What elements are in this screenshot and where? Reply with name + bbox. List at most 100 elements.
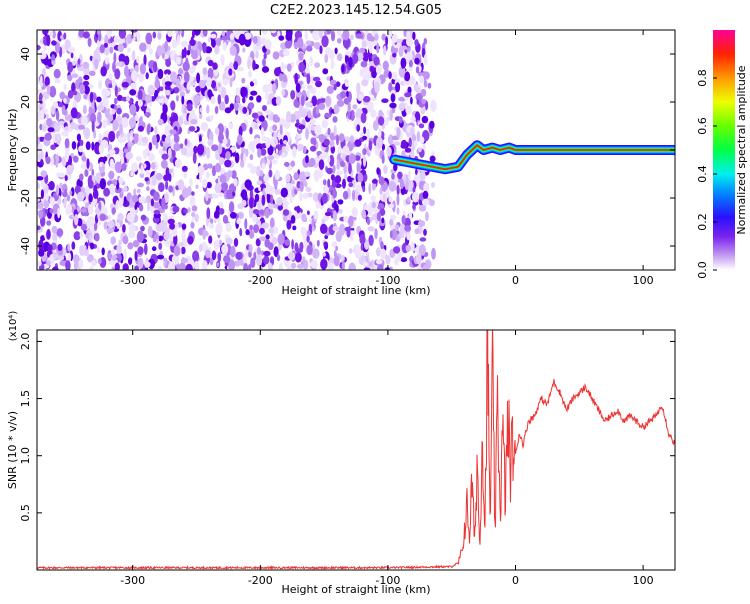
spectrogram-noise-blob bbox=[118, 30, 127, 39]
spectrogram-x-tick-label: -200 bbox=[248, 274, 273, 287]
spectrogram-noise-blob bbox=[369, 65, 375, 73]
spectrogram-noise-blob bbox=[421, 115, 429, 124]
spectrogram-noise-blob bbox=[235, 95, 241, 103]
spectrogram-noise-blob bbox=[389, 109, 393, 121]
spectrogram-noise-blob bbox=[45, 156, 51, 165]
spectrogram-noise-blob bbox=[157, 118, 164, 126]
spectrogram-noise-blob bbox=[255, 238, 261, 247]
spectrogram-noise-blob bbox=[289, 193, 293, 204]
spectrogram-noise-blob bbox=[282, 209, 290, 216]
spectrogram-noise-blob bbox=[38, 209, 44, 219]
spectrogram-noise-blob bbox=[72, 90, 78, 96]
spectrogram-noise-blob bbox=[299, 190, 303, 202]
spectrogram-noise-blob bbox=[191, 191, 195, 196]
spectrogram-noise-blob bbox=[191, 212, 196, 217]
spectrogram-noise-blob bbox=[225, 151, 231, 160]
spectrogram-noise-blob bbox=[381, 33, 387, 41]
spectrogram-noise-blob bbox=[85, 141, 91, 151]
spectrogram-noise-blob bbox=[152, 134, 157, 146]
spectrogram-noise-blob bbox=[74, 260, 78, 270]
spectrogram-noise-blob bbox=[116, 221, 121, 230]
spectrogram-noise-blob bbox=[171, 254, 180, 265]
spectrogram-noise-blob bbox=[87, 37, 92, 47]
spectrogram-noise-blob bbox=[58, 120, 65, 126]
spectrogram-noise-blob bbox=[421, 198, 430, 206]
spectrogram-noise-blob bbox=[37, 143, 43, 151]
spectrogram-noise-blob bbox=[375, 259, 383, 265]
spectrogram-noise-blob bbox=[208, 235, 213, 244]
spectrogram-noise-blob bbox=[431, 247, 436, 260]
spectrogram-noise-blob bbox=[362, 155, 367, 167]
spectrogram-noise-region bbox=[37, 30, 437, 270]
spectrogram-noise-blob bbox=[419, 136, 425, 144]
spectrogram-noise-blob bbox=[253, 251, 257, 261]
spectrogram-noise-blob bbox=[389, 214, 397, 221]
spectrogram-noise-blob bbox=[218, 143, 223, 155]
spectrogram-noise-blob bbox=[198, 134, 202, 143]
spectrogram-noise-blob bbox=[310, 75, 315, 85]
spectrogram-noise-blob bbox=[380, 248, 387, 260]
spectrogram-noise-blob bbox=[264, 207, 270, 219]
spectrogram-noise-blob bbox=[312, 192, 320, 202]
spectrogram-noise-blob bbox=[282, 73, 287, 83]
spectrogram-noise-blob bbox=[383, 165, 388, 174]
spectrogram-noise-blob bbox=[151, 162, 156, 170]
spectrogram-noise-blob bbox=[49, 208, 54, 214]
spectrogram-noise-blob bbox=[371, 201, 376, 209]
spectrogram-noise-blob bbox=[202, 178, 208, 189]
spectrogram-noise-blob bbox=[158, 182, 165, 193]
spectrogram-noise-blob bbox=[152, 31, 157, 39]
spectrogram-noise-blob bbox=[242, 96, 246, 104]
spectrogram-noise-blob bbox=[158, 86, 164, 92]
spectrogram-noise-blob bbox=[400, 45, 408, 50]
spectrogram-noise-blob bbox=[265, 137, 271, 149]
spectrogram-noise-blob bbox=[346, 228, 351, 238]
spectrogram-noise-blob bbox=[46, 84, 51, 95]
spectrogram-noise-blob bbox=[309, 56, 314, 67]
spectrogram-noise-blob bbox=[403, 173, 407, 185]
spectrogram-noise-blob bbox=[235, 87, 241, 96]
spectrogram-noise-blob bbox=[311, 226, 315, 232]
spectrogram-noise-blob bbox=[139, 172, 145, 178]
spectrogram-noise-blob bbox=[405, 105, 412, 115]
spectrogram-noise-blob bbox=[210, 96, 216, 105]
spectrogram-noise-blob bbox=[138, 196, 146, 204]
spectrogram-noise-blob bbox=[113, 35, 119, 44]
spectrogram-noise-blob bbox=[194, 260, 200, 270]
spectrogram-noise-blob bbox=[118, 37, 126, 45]
spectrogram-x-tick-label: 0 bbox=[512, 274, 519, 287]
spectrogram-noise-blob bbox=[369, 261, 373, 267]
spectrogram-noise-blob bbox=[90, 242, 95, 250]
spectrogram-noise-blob bbox=[364, 239, 370, 250]
spectrogram-noise-blob bbox=[251, 112, 259, 119]
spectrogram-noise-blob bbox=[129, 117, 136, 128]
spectrogram-noise-blob bbox=[196, 144, 204, 155]
spectrogram-noise-blob bbox=[381, 98, 389, 103]
spectrogram-noise-blob bbox=[300, 226, 307, 236]
spectrogram-noise-blob bbox=[182, 208, 189, 214]
spectrogram-noise-blob bbox=[267, 155, 275, 160]
spectrogram-noise-blob bbox=[300, 108, 308, 118]
spectrogram-noise-blob bbox=[197, 165, 205, 174]
snr-x-tick-label: -200 bbox=[248, 574, 273, 587]
spectrogram-noise-blob bbox=[361, 209, 367, 219]
spectrogram-noise-blob bbox=[191, 51, 199, 60]
spectrogram-noise-blob bbox=[387, 30, 393, 39]
spectrogram-noise-blob bbox=[320, 258, 328, 270]
spectrogram-noise-blob bbox=[356, 117, 362, 123]
spectrogram-noise-blob bbox=[348, 262, 356, 270]
spectrogram-noise-blob bbox=[89, 91, 94, 103]
spectrogram-noise-blob bbox=[295, 83, 301, 93]
spectrogram-noise-blob bbox=[255, 254, 263, 267]
snr-x-tick-label: 100 bbox=[633, 574, 654, 587]
spectrogram-noise-blob bbox=[74, 214, 79, 226]
spectrogram-noise-blob bbox=[227, 170, 233, 178]
spectrogram-noise-blob bbox=[134, 114, 139, 122]
spectrogram-noise-blob bbox=[367, 226, 375, 232]
spectrogram-noise-blob bbox=[110, 36, 113, 44]
spectrogram-noise-blob bbox=[73, 155, 79, 163]
spectrogram-noise-blob bbox=[116, 244, 122, 255]
spectrogram-noise-blob bbox=[264, 239, 271, 248]
spectrogram-noise-blob bbox=[131, 50, 136, 61]
spectrogram-noise-blob bbox=[162, 141, 169, 149]
